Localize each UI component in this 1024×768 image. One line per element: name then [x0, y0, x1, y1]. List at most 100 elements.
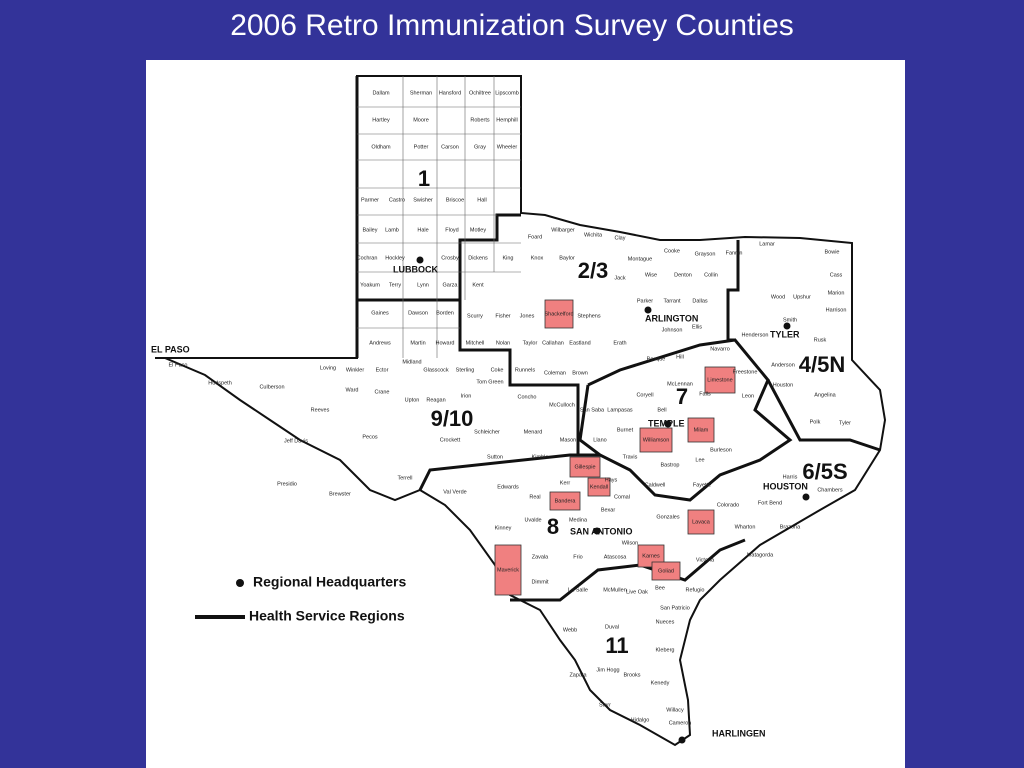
legend: Regional Headquarters Health Service Reg…	[195, 574, 406, 624]
county-label: Stephens	[577, 313, 600, 319]
county-label: Colorado	[717, 502, 739, 508]
highlighted-county-label: Milam	[694, 427, 709, 433]
county-label: Irion	[461, 393, 472, 399]
county-label: Gonzales	[656, 514, 679, 520]
county-label: Glasscock	[423, 367, 449, 373]
headquarters-dot	[678, 736, 686, 744]
county-label: Bee	[655, 585, 665, 591]
county-label: Crockett	[440, 437, 461, 443]
county-label: Refugio	[686, 587, 705, 593]
county-label: Yoakum	[360, 282, 380, 288]
region-number: 7	[676, 384, 688, 409]
county-label: Bosque	[647, 356, 666, 362]
highlighted-county	[687, 417, 715, 443]
county-label: Harrison	[826, 307, 847, 313]
county-label: Hudspeth	[208, 380, 232, 386]
county-label: Medina	[569, 517, 588, 523]
county-label: Hockley	[385, 255, 405, 261]
region-number: 11	[605, 633, 628, 658]
county-label: Rusk	[814, 337, 827, 343]
county-label: Jeff Davis	[284, 438, 308, 444]
county-label: El Paso	[169, 362, 188, 368]
county-label: Swisher	[413, 197, 433, 203]
county-label: Concho	[518, 394, 537, 400]
highlighted-county-label: Williamson	[643, 437, 670, 443]
county-label: Kleberg	[656, 647, 675, 653]
county-label: Lamar	[759, 241, 775, 247]
county-label: Lamb	[385, 227, 399, 233]
county-label: Crane	[375, 389, 390, 395]
county-label: Borden	[436, 310, 454, 316]
county-label: Houston	[773, 382, 794, 388]
county-label: Brown	[572, 370, 588, 376]
county-label: Henderson	[742, 332, 769, 338]
county-label: Cochran	[357, 255, 378, 261]
county-label: Reeves	[311, 407, 330, 413]
county-label: Nolan	[496, 340, 510, 346]
county-label: Comal	[614, 494, 630, 500]
county-label: Jones	[520, 313, 535, 319]
county-label: Edwards	[497, 484, 519, 490]
county-label: Lipscomb	[495, 90, 519, 96]
county-label: Wise	[645, 272, 657, 278]
county-label: Cameron	[669, 720, 692, 726]
county-label: Dimmit	[531, 579, 549, 585]
county-label: Parker	[637, 298, 653, 304]
headquarters-dot	[783, 322, 791, 330]
county-label: Coryell	[636, 392, 653, 398]
county-label: Johnson	[662, 327, 683, 333]
legend-dot	[236, 579, 244, 587]
county-label: McLennan	[667, 381, 693, 387]
county-label: Erath	[613, 340, 626, 346]
county-label: Wichita	[584, 232, 603, 238]
headquarters-dot	[802, 493, 810, 501]
county-label: Ochiltree	[469, 90, 491, 96]
county-label: Oldham	[371, 144, 391, 150]
county-label: Frio	[573, 554, 582, 560]
highlighted-county-label: Shackelford	[544, 311, 573, 317]
county-label: Angelina	[814, 392, 836, 398]
highlighted-county	[639, 427, 673, 453]
county-label: Hansford	[439, 90, 461, 96]
county-label: Hays	[605, 477, 618, 483]
county-label: Andrews	[369, 340, 391, 346]
county-label: Burnet	[617, 427, 634, 433]
county-label: Mitchell	[466, 340, 485, 346]
county-label: Duval	[605, 624, 619, 630]
city-label: SAN ANTONIO	[570, 526, 633, 536]
city-label: ARLINGTON	[645, 313, 698, 323]
county-label: Motley	[470, 227, 486, 233]
county-label: Scurry	[467, 313, 483, 319]
highlighted-county	[651, 561, 681, 581]
county-label: Hidalgo	[631, 717, 650, 723]
county-label: Parmer	[361, 197, 379, 203]
highlighted-county	[704, 366, 736, 394]
county-label: Fisher	[495, 313, 510, 319]
county-label: Webb	[563, 627, 577, 633]
county-label: Grayson	[695, 251, 716, 257]
county-label: Runnels	[515, 367, 535, 373]
county-label: Gray	[474, 144, 486, 150]
county-label: Loving	[320, 365, 336, 371]
county-label: Jim Hogg	[596, 667, 619, 673]
county-label: Taylor	[523, 340, 538, 346]
county-label: Hartley	[372, 117, 390, 123]
county-label: Kimble	[532, 454, 549, 460]
county-label: Bell	[657, 407, 666, 413]
highlighted-county	[569, 456, 601, 478]
region-number: 2/3	[578, 258, 609, 283]
county-label: Dallam	[372, 90, 390, 96]
county-label: Reagan	[426, 397, 445, 403]
county-label: Atascosa	[604, 554, 628, 560]
county-label: Kent	[472, 282, 484, 288]
county-label: Zavala	[532, 554, 549, 560]
county-label: Kinney	[495, 525, 512, 531]
county-label: Zapata	[569, 672, 587, 678]
county-label: Wilbarger	[551, 227, 575, 233]
highlighted-county-label: Bandera	[555, 498, 577, 504]
county-label: Clay	[614, 235, 625, 241]
slide-title: 2006 Retro Immunization Survey Counties	[230, 9, 794, 42]
county-label: Callahan	[542, 340, 564, 346]
county-label: Knox	[531, 255, 544, 261]
county-label: Ward	[346, 387, 359, 393]
